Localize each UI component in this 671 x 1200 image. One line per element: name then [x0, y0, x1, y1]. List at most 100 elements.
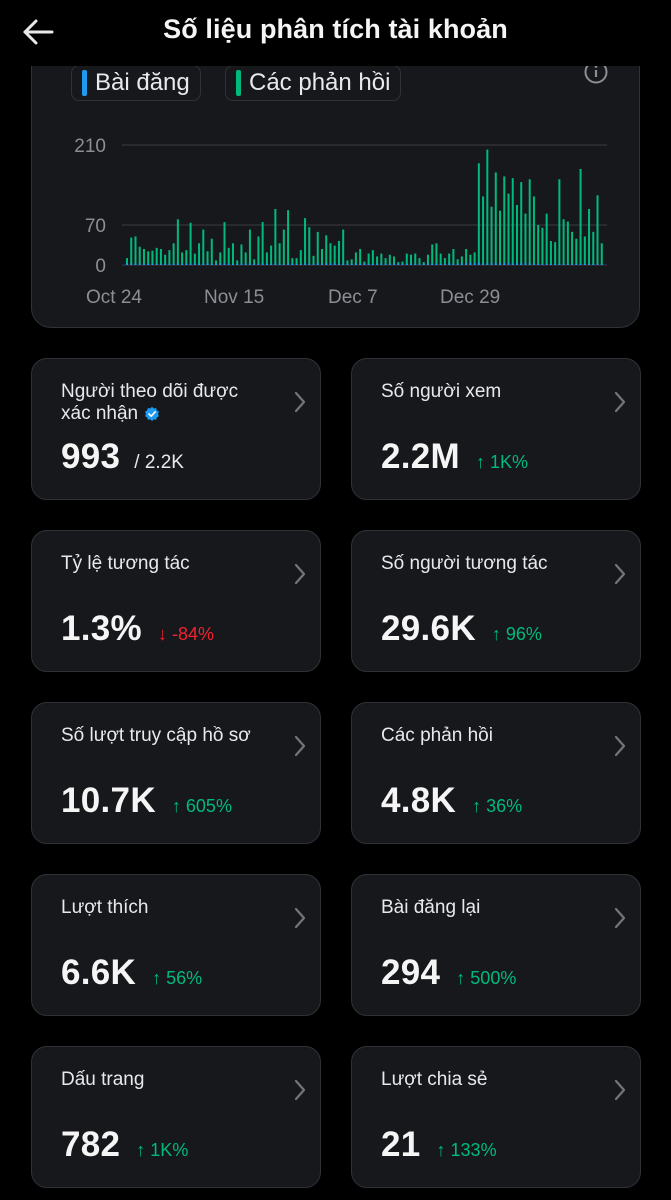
post-bar [418, 263, 421, 265]
post-bar [515, 263, 518, 265]
stat-delta: ↑ 36% [472, 796, 523, 816]
post-bar [168, 263, 171, 265]
reply-bar [571, 231, 574, 265]
stat-value-row: 1.3% ↓ -84% [61, 609, 214, 649]
post-bar [312, 263, 315, 265]
reply-bar [231, 243, 234, 265]
chevron-right-icon [614, 1079, 626, 1101]
post-bar [172, 263, 175, 265]
reply-bar [426, 254, 429, 265]
stat-card-profile-visits[interactable]: Số lượt truy cập hồ sơ 10.7K ↑ 605% [31, 702, 321, 844]
post-bar [367, 263, 370, 265]
legend-replies-chip[interactable]: Các phản hồi [225, 65, 402, 101]
reply-bar [490, 206, 493, 265]
stat-card-reposts[interactable]: Bài đăng lại 294 ↑ 500% [351, 874, 641, 1016]
stat-card-engagement-rate[interactable]: Tỷ lệ tương tác 1.3% ↓ -84% [31, 530, 321, 672]
post-bar [325, 263, 328, 265]
stat-value-row: 993 / 2.2K [61, 437, 184, 477]
stat-label-text: Số người xem [381, 381, 502, 402]
post-bar [337, 263, 340, 265]
post-bar [134, 263, 137, 265]
stat-label-text: Các phản hồi [381, 725, 493, 746]
post-bar [282, 263, 285, 265]
stat-label-text: Lượt chia sẻ [381, 1069, 488, 1090]
post-bar [456, 263, 459, 265]
chevron-right-icon [294, 735, 306, 757]
reply-bar [439, 253, 442, 265]
x-tick-label: Dec 7 [328, 287, 378, 308]
y-tick-label: 0 [95, 256, 106, 277]
stat-value: 294 [381, 953, 441, 992]
stat-delta: ↑ 1K% [136, 1140, 189, 1160]
post-bar [274, 263, 277, 265]
legend-posts-chip[interactable]: Bài đăng [71, 65, 201, 101]
chevron-right-icon [294, 1079, 306, 1101]
chevron-right-icon [294, 563, 306, 585]
reply-bar [325, 235, 328, 265]
stat-delta: ↓ -84% [157, 624, 215, 644]
stat-card-shares[interactable]: Lượt chia sẻ 21 ↑ 133% [351, 1046, 641, 1188]
stat-label: Số người tương tác [381, 553, 586, 575]
post-bar [575, 263, 578, 265]
post-bar [482, 263, 485, 265]
stat-label: Số lượt truy cập hồ sơ [61, 725, 266, 747]
stat-card-verified-followers[interactable]: Người theo dõi được xác nhận 993 / 2.2K [31, 358, 321, 500]
reply-bar [537, 225, 540, 265]
reply-bar [528, 179, 531, 265]
post-bar [507, 262, 510, 265]
reply-bar [422, 262, 425, 265]
stat-label-text: Số lượt truy cập hồ sơ [61, 725, 251, 746]
reply-bar [566, 221, 569, 265]
post-bar [465, 263, 468, 265]
reply-bar [274, 209, 277, 265]
stat-card-bookmarks[interactable]: Dấu trang 782 ↑ 1K% [31, 1046, 321, 1188]
reply-bar [410, 254, 413, 265]
stat-value: 6.6K [61, 953, 137, 992]
stat-card-likes[interactable]: Lượt thích 6.6K ↑ 56% [31, 874, 321, 1016]
back-button[interactable] [16, 12, 60, 52]
reply-bar [380, 253, 383, 265]
post-bar [410, 263, 413, 265]
stat-total: / 2.2K [134, 452, 184, 473]
post-bar [320, 263, 323, 265]
post-bar [499, 263, 502, 265]
stat-label-text: Lượt thích [61, 897, 149, 918]
post-bar [354, 263, 357, 265]
post-bar [164, 263, 167, 265]
reply-bar [193, 253, 196, 265]
stat-card-viewers[interactable]: Số người xem 2.2M ↑ 1K% [351, 358, 641, 500]
reply-bar [414, 253, 417, 265]
stat-label: Bài đăng lại [381, 897, 586, 919]
post-bar [414, 263, 417, 265]
stat-label-text: Dấu trang [61, 1069, 145, 1090]
chevron-right-icon [614, 907, 626, 929]
reply-bar [482, 196, 485, 265]
stat-label: Các phản hồi [381, 725, 586, 747]
stat-value-row: 2.2M ↑ 1K% [381, 437, 528, 477]
reply-bar [350, 259, 353, 265]
reply-bar [499, 210, 502, 265]
x-tick-label: Nov 15 [204, 287, 264, 308]
post-bar [189, 263, 192, 265]
stat-value-row: 4.8K ↑ 36% [381, 781, 522, 821]
post-bar [248, 263, 251, 265]
reply-bar [164, 254, 167, 265]
post-bar [181, 263, 184, 265]
stat-label: Dấu trang [61, 1069, 266, 1091]
reply-bar [575, 238, 578, 265]
post-bar [363, 263, 366, 265]
reply-bar [397, 262, 400, 265]
post-bar [426, 263, 429, 265]
post-bar [278, 263, 281, 265]
reply-bar [159, 249, 162, 265]
post-bar [537, 263, 540, 265]
reply-bar [431, 244, 434, 265]
post-bar [316, 263, 319, 265]
reply-bar [320, 249, 323, 265]
legend-replies-label: Các phản hồi [249, 69, 391, 96]
stat-card-replies[interactable]: Các phản hồi 4.8K ↑ 36% [351, 702, 641, 844]
stat-value: 10.7K [61, 781, 156, 820]
stat-card-engaged-users[interactable]: Số người tương tác 29.6K ↑ 96% [351, 530, 641, 672]
analytics-chart: 210 70 0 Oct 24 Nov 15 Dec 7 Dec 29 [74, 136, 607, 308]
post-bar [452, 263, 455, 265]
